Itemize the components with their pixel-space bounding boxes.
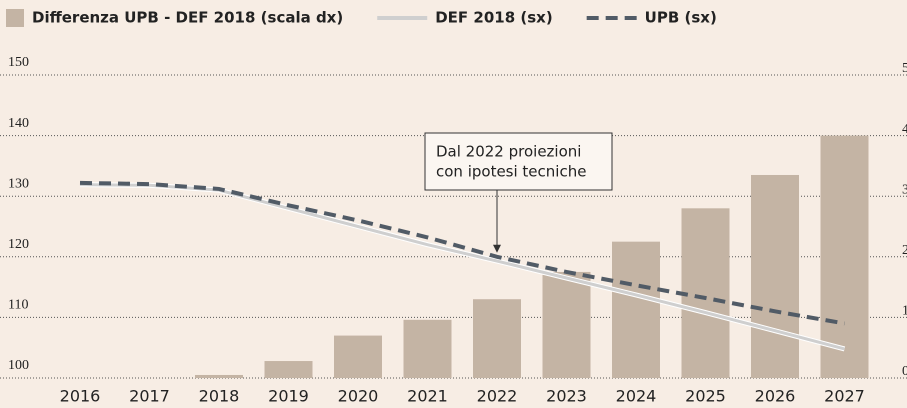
legend-swatch <box>6 9 24 27</box>
bar <box>820 135 869 378</box>
x-tick-label: 2024 <box>616 387 657 406</box>
bar <box>334 335 382 378</box>
y2-tick-label: 1 <box>902 304 907 319</box>
annotation-text: con ipotesi tecniche <box>436 163 586 181</box>
legend-label: Differenza UPB - DEF 2018 (scala dx) <box>32 9 343 27</box>
x-tick-label: 2027 <box>824 387 865 406</box>
y-tick-label: 150 <box>8 55 29 70</box>
y2-tick-label: 5 <box>902 61 907 76</box>
x-tick-label: 2025 <box>685 387 726 406</box>
bar <box>751 174 799 378</box>
annotation-text: Dal 2022 proiezioni <box>436 143 581 161</box>
bar <box>264 361 313 378</box>
bar <box>542 271 591 378</box>
annotation-box <box>424 132 613 191</box>
legend-label: DEF 2018 (sx) <box>435 9 552 27</box>
y2-tick-label: 3 <box>902 182 907 197</box>
y2-tick-label: 2 <box>902 243 907 258</box>
line <box>79 183 845 351</box>
y2-tick-label: 4 <box>902 122 907 137</box>
x-tick-label: 2020 <box>338 387 379 406</box>
bar <box>473 299 521 378</box>
annotation-arrow <box>493 244 501 253</box>
x-tick-label: 2026 <box>755 387 796 406</box>
x-tick-label: 2019 <box>268 387 309 406</box>
x-tick-label: 2023 <box>546 387 587 406</box>
x-tick-label: 2022 <box>477 387 518 406</box>
bar <box>612 241 660 378</box>
bar <box>195 374 243 378</box>
y-tick-label: 100 <box>8 358 29 373</box>
y-tick-label: 140 <box>8 116 29 131</box>
bar <box>403 319 452 378</box>
x-tick-label: 2017 <box>129 387 170 406</box>
y-tick-label: 110 <box>8 298 28 313</box>
y2-tick-label: 0 <box>902 364 907 379</box>
x-tick-label: 2021 <box>407 387 448 406</box>
line-outline <box>79 182 846 352</box>
x-tick-label: 2018 <box>199 387 240 406</box>
y-tick-label: 130 <box>8 176 29 191</box>
y-tick-label: 120 <box>8 237 29 252</box>
x-tick-label: 2016 <box>60 387 101 406</box>
legend-label: UPB (sx) <box>645 9 717 27</box>
bar <box>681 208 730 378</box>
line <box>79 180 845 326</box>
